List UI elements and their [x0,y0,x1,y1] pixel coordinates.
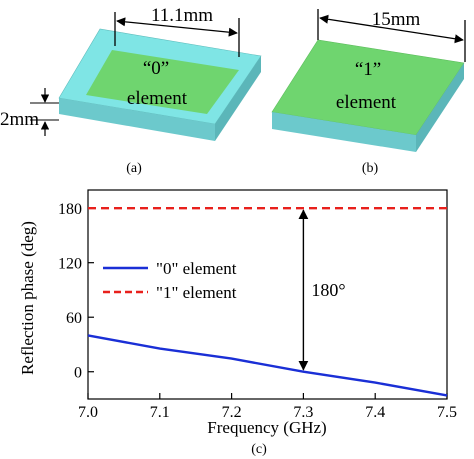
panel-a-width-dimension: 11.1mm [151,5,213,26]
axis-ticks: 7.0 7.1 7.2 7.3 7.4 7.5 0 60 120 180 [58,201,457,421]
panel-b-element-label-line2: element [336,92,397,113]
panel-a-width-arrow [116,17,238,37]
y-tick-label: 180 [58,201,82,218]
panel-b-substrate-side-right [416,63,464,152]
legend-label-1-element: "1" element [156,283,237,302]
panel-a-element-label-line2: element [127,88,188,109]
panel-b-substrate-side-front [272,112,416,152]
y-tick-label: 0 [74,365,82,382]
x-tick-label: 7.3 [293,404,313,421]
panel-a-substrate-side-right [215,56,261,141]
x-axis-label: Frequency (GHz) [207,418,326,437]
x-tick-label: 7.0 [78,404,98,421]
panel-b-element-model: “1” element 15mm (b) [271,9,466,176]
y-tick-label: 60 [66,310,82,327]
panel-b-caption: (b) [362,161,379,176]
x-tick-label: 7.1 [150,404,170,421]
plot-frame [87,189,448,400]
y-tick-label: 120 [58,256,82,273]
panel-a-thickness-dimension: 2mm [0,109,39,130]
panel-b-element-label-line1: “1” [355,59,381,80]
series-layer [87,206,448,397]
panel-a-caption: (a) [126,161,142,176]
x-tick-label: 7.4 [365,404,385,421]
panel-c-caption: (c) [251,442,267,457]
legend: "0" element "1" element [103,259,237,302]
y-axis-label: Reflection phase (deg) [18,221,37,375]
series-line-0-element [87,334,448,397]
legend-label-0-element: "0" element [156,259,237,278]
x-tick-label: 7.5 [437,404,457,421]
panel-a-patch [86,50,239,114]
panel-b-width-arrow [319,14,464,44]
reflection-phase-chart: 7.0 7.1 7.2 7.3 7.4 7.5 0 60 120 180 180° "0" ele… [18,189,457,457]
phase-difference-label: 180° [311,280,345,300]
panel-a-substrate-side-front [59,98,215,141]
x-tick-label: 7.2 [222,404,242,421]
panel-b-width-dimension: 15mm [372,9,421,30]
panel-a-element-label-line1: “0” [143,58,169,79]
panel-a-element-model: “0” element 11.1mm 2mm (a) [0,5,262,176]
